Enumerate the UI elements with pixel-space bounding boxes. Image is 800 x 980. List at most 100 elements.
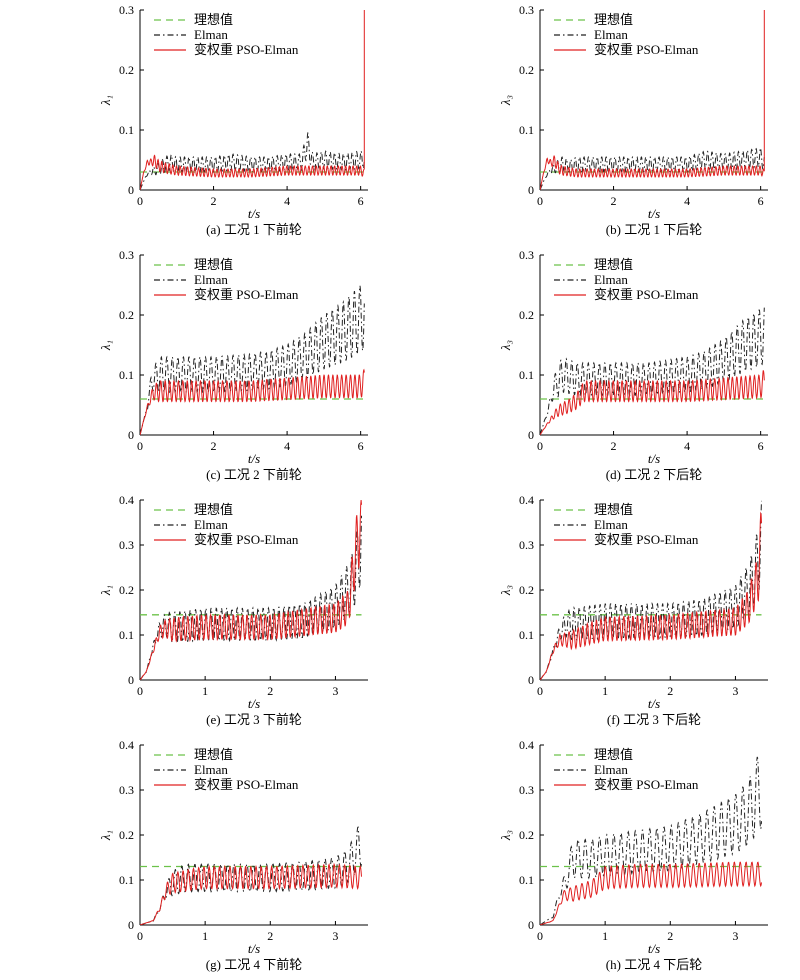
y-axis-title: λ₁ xyxy=(98,340,113,351)
x-tick-label: 2 xyxy=(211,194,217,208)
y-tick-label: 0.4 xyxy=(519,738,534,752)
y-tick-label: 0.4 xyxy=(119,493,134,507)
plot-area xyxy=(140,826,362,925)
x-axis-title: t/s xyxy=(648,696,660,711)
x-tick-label: 2 xyxy=(667,929,673,943)
series-line xyxy=(540,307,765,435)
series-line xyxy=(140,285,365,435)
y-tick-label: 0 xyxy=(128,183,134,197)
y-tick-label: 0.3 xyxy=(519,538,534,552)
x-axis-title: t/s xyxy=(648,451,660,466)
y-tick-label: 0.3 xyxy=(119,783,134,797)
plot-area xyxy=(540,307,765,435)
y-tick-label: 0.3 xyxy=(519,248,534,262)
x-tick-label: 2 xyxy=(267,929,273,943)
legend-elman-label: Elman xyxy=(194,27,228,42)
legend-ideal-label: 理想值 xyxy=(594,257,633,272)
legend-ideal-label: 理想值 xyxy=(194,747,233,762)
y-tick-label: 0.4 xyxy=(519,493,534,507)
x-tick-label: 3 xyxy=(732,684,738,698)
x-tick-label: 1 xyxy=(202,684,208,698)
x-axis-title: t/s xyxy=(248,696,260,711)
x-tick-label: 2 xyxy=(667,684,673,698)
panel-caption: (b) 工况 1 下后轮 xyxy=(606,222,702,237)
y-tick-label: 0.2 xyxy=(519,308,534,322)
legend-pso-elman-label: 变权重 PSO-Elman xyxy=(594,287,699,302)
y-tick-label: 0.2 xyxy=(119,63,134,77)
y-tick-label: 0 xyxy=(528,673,534,687)
x-tick-label: 2 xyxy=(267,684,273,698)
x-tick-label: 6 xyxy=(358,194,364,208)
legend-elman-label: Elman xyxy=(194,517,228,532)
x-tick-label: 3 xyxy=(332,929,338,943)
series-line xyxy=(540,500,762,680)
chart-panel: 0 1 2 3 0 0.1 0.2 0.3 0.4 λ₃ t/s(h) 工况 4 下后轮 理想值Elm… xyxy=(498,738,768,972)
series-line xyxy=(540,146,765,190)
x-axis-title: t/s xyxy=(248,206,260,221)
legend-elman-label: Elman xyxy=(194,762,228,777)
y-tick-label: 0.3 xyxy=(119,3,134,17)
legend-elman-label: Elman xyxy=(594,517,628,532)
y-tick-label: 0 xyxy=(128,428,134,442)
y-axis-title: λ₁ xyxy=(98,585,113,596)
x-tick-label: 1 xyxy=(202,929,208,943)
y-tick-label: 0.1 xyxy=(519,123,534,137)
x-axis-title: t/s xyxy=(648,941,660,956)
x-tick-label: 6 xyxy=(758,194,764,208)
y-tick-label: 0 xyxy=(528,183,534,197)
legend-ideal-label: 理想值 xyxy=(594,502,633,517)
plot-area xyxy=(540,500,762,680)
x-tick-label: 3 xyxy=(732,929,738,943)
series-line xyxy=(540,10,765,190)
y-tick-label: 0 xyxy=(128,918,134,932)
y-tick-label: 0.1 xyxy=(519,368,534,382)
chart-panel: 0 1 2 3 0 0.1 0.2 0.3 0.4 λ₃ t/s(f) 工况 3 下后轮 理想值Elm… xyxy=(498,493,768,727)
legend-ideal-label: 理想值 xyxy=(594,12,633,27)
panel-caption: (a) 工况 1 下前轮 xyxy=(206,222,302,237)
plot-area xyxy=(540,10,765,190)
y-tick-label: 0.3 xyxy=(519,783,534,797)
chart-panel: 0 1 2 3 0 0.1 0.2 0.3 0.4 λ₁ t/s(g) 工况 4 下前轮 理想值Elm… xyxy=(98,738,368,972)
x-tick-label: 0 xyxy=(537,684,543,698)
y-tick-label: 0.1 xyxy=(119,368,134,382)
x-tick-label: 0 xyxy=(537,929,543,943)
y-tick-label: 0.4 xyxy=(119,738,134,752)
y-axis-title: λ₃ xyxy=(498,830,513,841)
panel-caption: (f) 工况 3 下后轮 xyxy=(607,712,701,727)
x-tick-label: 0 xyxy=(137,439,143,453)
panel-caption: (c) 工况 2 下前轮 xyxy=(206,467,302,482)
legend-pso-elman-label: 变权重 PSO-Elman xyxy=(194,777,299,792)
y-axis-title: λ₃ xyxy=(498,585,513,596)
y-tick-label: 0 xyxy=(528,428,534,442)
legend-pso-elman-label: 变权重 PSO-Elman xyxy=(194,287,299,302)
y-tick-label: 0.1 xyxy=(119,873,134,887)
x-tick-label: 2 xyxy=(611,194,617,208)
legend-ideal-label: 理想值 xyxy=(194,12,233,27)
y-tick-label: 0.3 xyxy=(519,3,534,17)
legend-elman-label: Elman xyxy=(594,27,628,42)
legend-ideal-label: 理想值 xyxy=(194,257,233,272)
series-line xyxy=(140,10,365,190)
series-line xyxy=(140,499,362,680)
plot-area xyxy=(140,499,362,680)
x-tick-label: 4 xyxy=(284,194,290,208)
legend-elman-label: Elman xyxy=(594,272,628,287)
series-line xyxy=(140,131,365,190)
y-axis-title: λ₁ xyxy=(98,830,113,841)
y-tick-label: 0.2 xyxy=(119,583,134,597)
y-tick-label: 0.3 xyxy=(119,538,134,552)
series-line xyxy=(140,368,365,435)
y-tick-label: 0 xyxy=(128,673,134,687)
x-tick-label: 4 xyxy=(684,439,690,453)
legend-elman-label: Elman xyxy=(594,762,628,777)
y-tick-label: 0.1 xyxy=(119,123,134,137)
y-tick-label: 0.1 xyxy=(119,628,134,642)
panel-caption: (g) 工况 4 下前轮 xyxy=(206,957,302,972)
y-tick-label: 0.1 xyxy=(519,873,534,887)
